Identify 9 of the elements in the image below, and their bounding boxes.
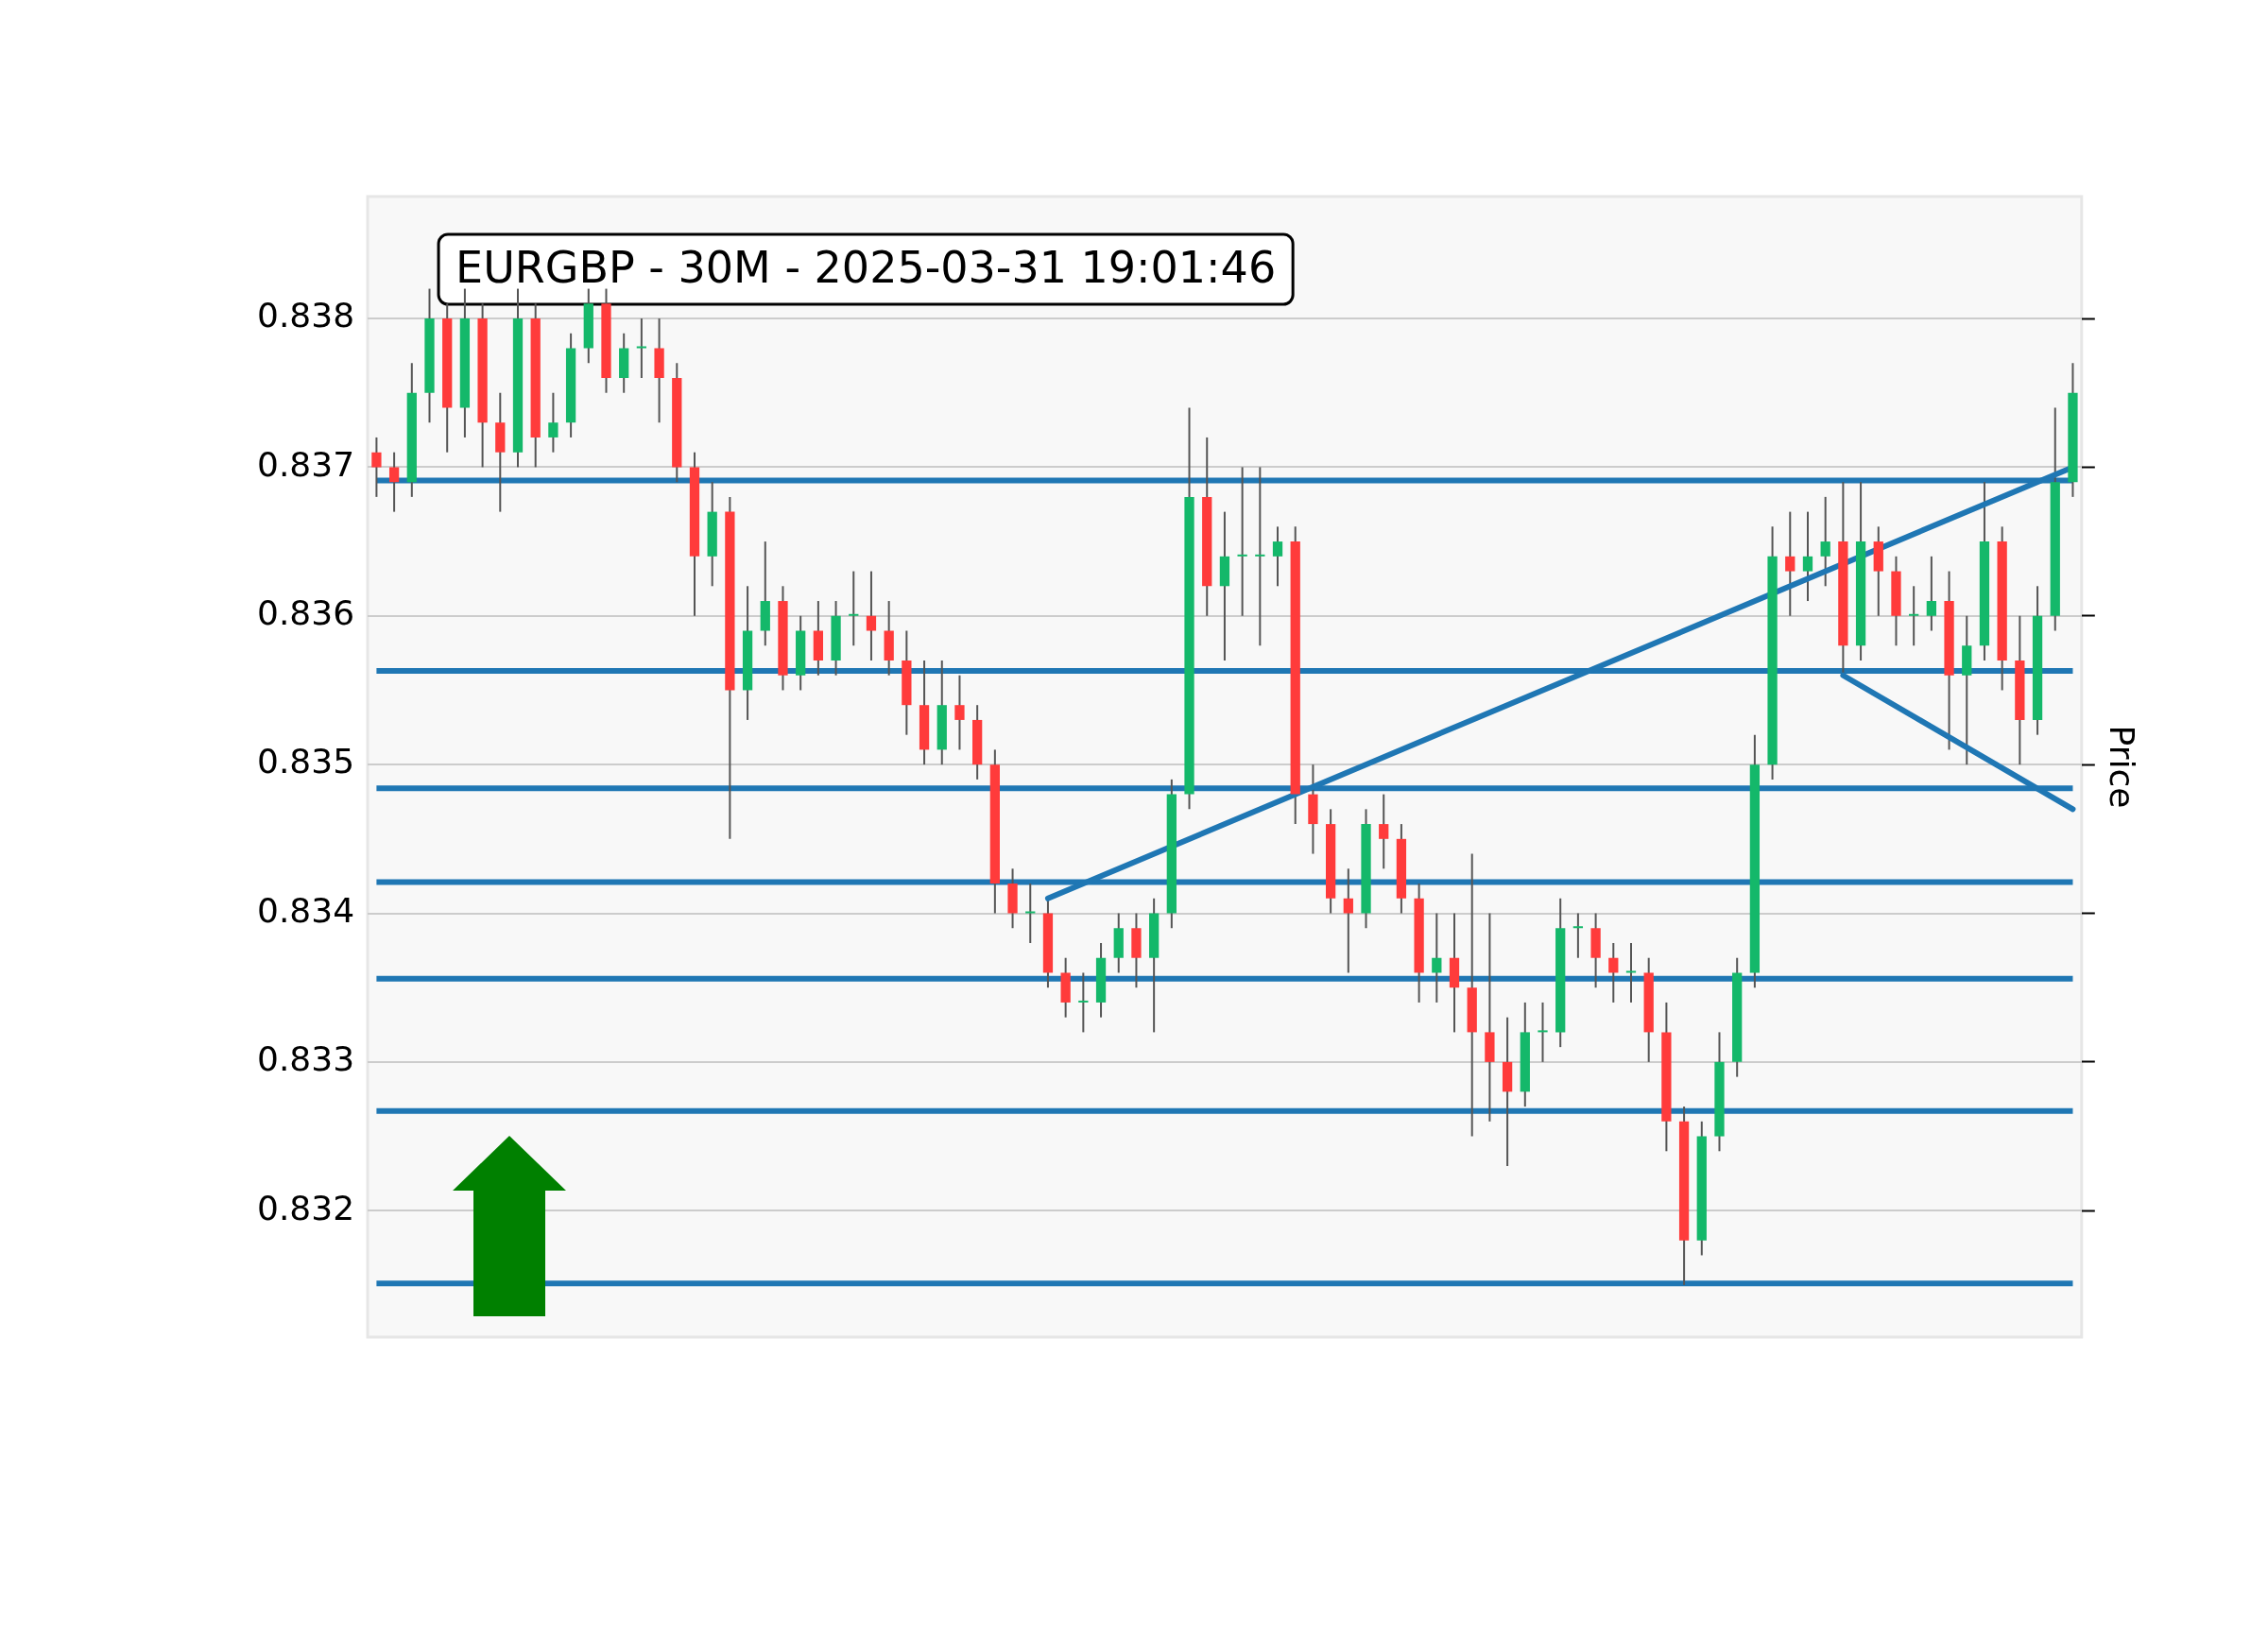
y-tick-label: 0.834	[257, 890, 355, 930]
y-axis-title: Price	[2103, 725, 2142, 809]
y-tick-label: 0.832	[257, 1188, 355, 1227]
y-tick-label: 0.838	[257, 296, 355, 335]
y-tick-label: 0.833	[257, 1039, 355, 1079]
y-tick-label: 0.836	[257, 593, 355, 633]
text: EURGBP - 30M - 2025-03-31 19:01:46	[455, 241, 1277, 293]
y-tick-label: 0.837	[257, 444, 355, 484]
y-tick-label: 0.835	[257, 742, 355, 781]
